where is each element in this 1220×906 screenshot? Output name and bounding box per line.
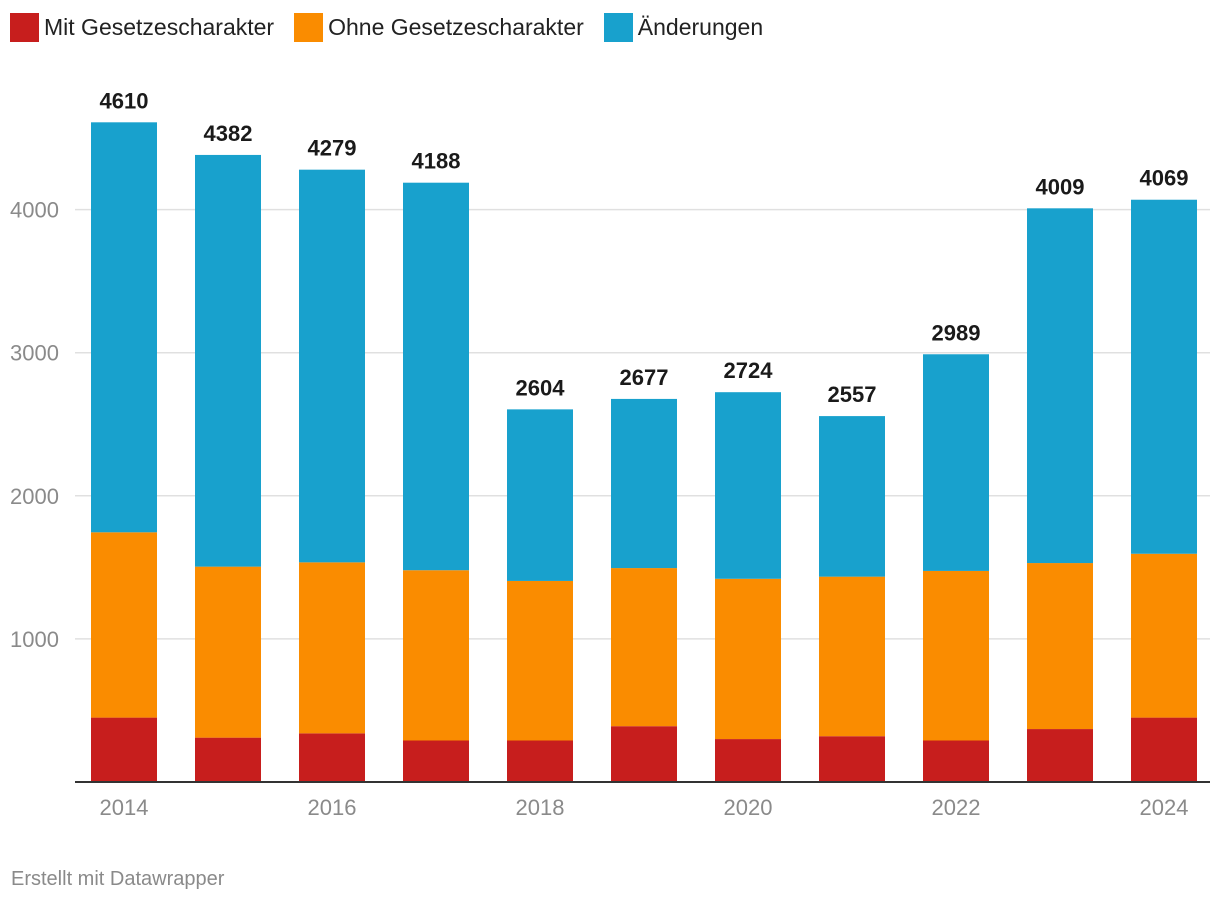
legend-swatch-ohne-gesetzescharakter [294, 12, 324, 42]
bar-2014-series-2 [91, 122, 157, 533]
total-label-2016: 4279 [308, 136, 357, 161]
y-tick-label-2000: 2000 [10, 484, 59, 509]
x-tick-label-2020: 2020 [724, 795, 773, 820]
bar-2024-series-1 [1131, 553, 1197, 718]
y-tick-label-1000: 1000 [10, 627, 59, 652]
bar-2023-series-0 [1027, 729, 1093, 782]
legend-item-ohne-gesetzescharakter: Ohne Gesetzescharakter [294, 12, 584, 42]
total-label-2023: 4009 [1036, 174, 1085, 199]
bar-2019-series-0 [611, 726, 677, 782]
bar-2015-series-0 [195, 737, 261, 782]
legend-label-ohne-gesetzescharakter: Ohne Gesetzescharakter [328, 13, 584, 40]
legend-swatch-aenderungen [603, 12, 633, 42]
legend-swatch-mit-gesetzescharakter [10, 12, 39, 42]
total-label-2020: 2724 [724, 358, 774, 383]
bar-2021-series-2 [819, 416, 885, 577]
bar-2015-series-1 [195, 566, 261, 738]
bar-2019-series-1 [611, 568, 677, 727]
bar-2016-series-1 [299, 562, 365, 734]
x-tick-label-2016: 2016 [308, 795, 357, 820]
bar-2022-series-2 [923, 354, 989, 571]
bar-2020-series-2 [715, 392, 781, 579]
x-tick-label-2024: 2024 [1140, 795, 1189, 820]
x-tick-label-2018: 2018 [516, 795, 565, 820]
total-label-2018: 2604 [516, 375, 566, 400]
bar-2023-series-2 [1027, 208, 1093, 564]
credit-text: Erstellt mit Datawrapper [11, 868, 225, 890]
bar-2022-series-1 [923, 570, 989, 741]
x-tick-label-2022: 2022 [932, 795, 981, 820]
total-label-2021: 2557 [828, 382, 877, 407]
bar-2020-series-0 [715, 739, 781, 782]
bar-2019-series-2 [611, 398, 677, 569]
bar-2023-series-1 [1027, 563, 1093, 730]
legend-label-aenderungen: Änderungen [637, 13, 764, 40]
bar-2015-series-2 [195, 154, 261, 567]
bar-2014-series-1 [91, 532, 157, 718]
y-tick-label-4000: 4000 [10, 198, 59, 223]
x-tick-label-2014: 2014 [100, 795, 149, 820]
bar-2016-series-2 [299, 169, 365, 563]
total-label-2015: 4382 [204, 121, 253, 146]
total-labels-layer: 4610 4382 4279 4188 2604 2677 2724 2557 2989 4009… [100, 88, 1189, 407]
bar-2016-series-0 [299, 733, 365, 782]
bar-2018-series-0 [507, 740, 573, 782]
total-label-2024: 4069 [1140, 166, 1189, 191]
bar-2024-series-2 [1131, 199, 1197, 554]
bar-2017-series-2 [403, 182, 469, 571]
chart-legend: Mit Gesetzescharakter Ohne Gesetzeschara… [10, 10, 783, 44]
stacked-bar-chart: 4610 4382 4279 4188 2604 2677 2724 2557 2989 4009… [10, 88, 1210, 820]
legend-item-mit-gesetzescharakter: Mit Gesetzescharakter [10, 12, 275, 42]
total-label-2017: 4188 [412, 149, 461, 174]
legend-item-aenderungen: Änderungen [603, 12, 764, 42]
bars-layer [91, 122, 1197, 782]
bar-2021-series-0 [819, 736, 885, 782]
legend-label-mit-gesetzescharakter: Mit Gesetzescharakter [44, 13, 275, 40]
bar-2017-series-1 [403, 570, 469, 741]
bar-2024-series-0 [1131, 717, 1197, 782]
bar-2020-series-1 [715, 578, 781, 740]
bar-2021-series-1 [819, 576, 885, 737]
total-label-2019: 2677 [620, 365, 669, 390]
bar-2014-series-0 [91, 717, 157, 782]
bar-2022-series-0 [923, 740, 989, 782]
y-tick-label-3000: 3000 [10, 341, 59, 366]
axis-layer: 1000 2000 3000 4000 2014 2016 2018 2020 2022 2024 [10, 198, 1210, 820]
bar-2017-series-0 [403, 740, 469, 782]
total-label-2022: 2989 [932, 320, 981, 345]
bar-2018-series-2 [507, 409, 573, 581]
bar-2018-series-1 [507, 580, 573, 741]
total-label-2014: 4610 [100, 88, 149, 113]
